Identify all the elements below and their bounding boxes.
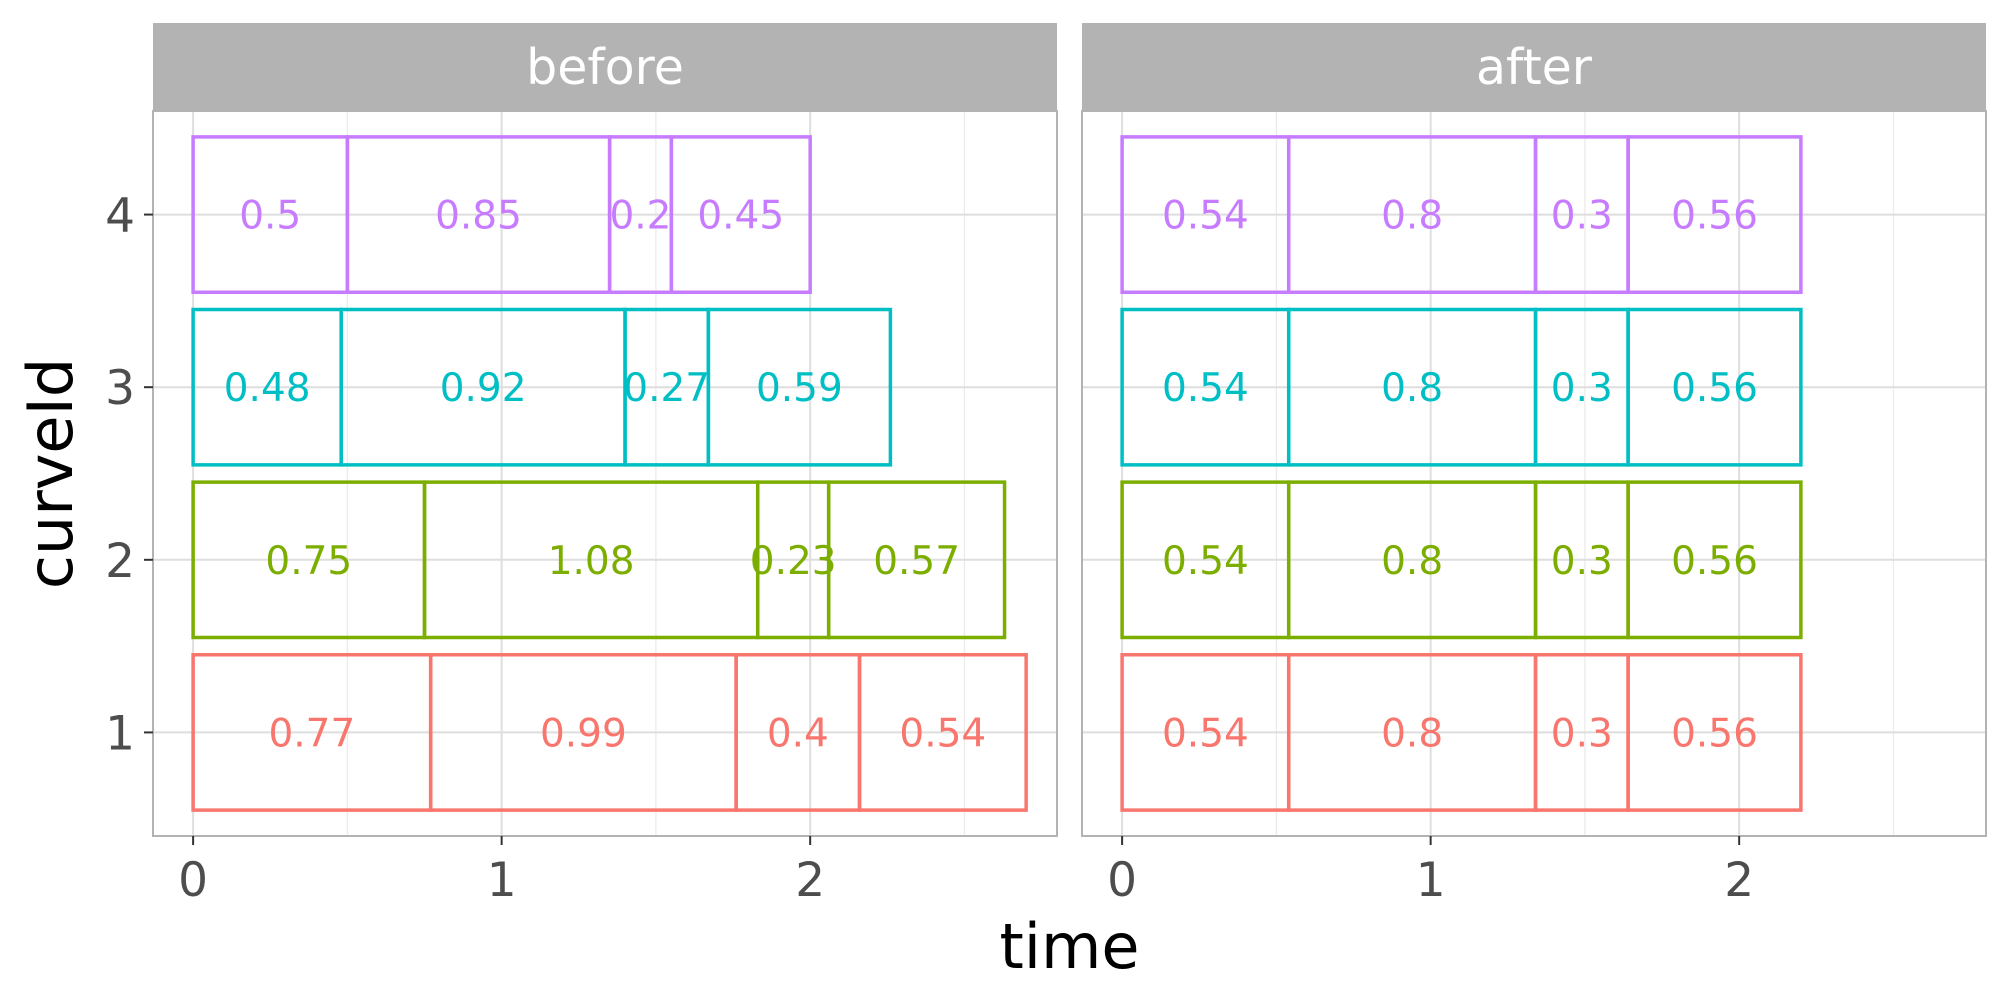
panel-background <box>153 111 1057 836</box>
data-label: 0.3 <box>1551 366 1613 411</box>
x-tick-label: 0 <box>178 853 208 908</box>
data-label: 0.85 <box>435 194 522 239</box>
bar-segment <box>706 307 893 467</box>
data-label: 0.56 <box>1671 711 1758 756</box>
facet-strip-label: before <box>526 39 684 96</box>
data-label: 0.8 <box>1381 539 1443 584</box>
bar-segment <box>826 480 1007 640</box>
data-label: 0.2 <box>609 194 671 239</box>
bar-segment <box>1626 653 1803 812</box>
facet-strip <box>1082 23 1986 111</box>
facet-before: before 0.77 0.99 0.4 0.54 0.75 1.08 0.23 0.57 0.4… <box>152 23 1058 908</box>
data-label: 0.54 <box>899 711 986 756</box>
data-label: 0.45 <box>697 194 784 239</box>
data-label: 0.8 <box>1381 194 1443 239</box>
y-tick-label: 3 <box>105 361 135 416</box>
data-label: 0.3 <box>1551 711 1613 756</box>
data-label: 1.08 <box>548 539 635 584</box>
facet-strip <box>153 23 1057 111</box>
x-tick-label: 0 <box>1107 853 1137 908</box>
bar-segment <box>1626 307 1803 467</box>
data-label: 0.54 <box>1162 539 1249 584</box>
data-label: 0.57 <box>873 539 960 584</box>
data-label: 0.48 <box>224 366 311 411</box>
data-label: 0.4 <box>767 711 829 756</box>
data-label: 0.59 <box>756 366 843 411</box>
panel-border <box>152 110 1058 837</box>
data-label: 0.75 <box>265 539 352 584</box>
bar-segment <box>1626 135 1803 294</box>
x-axis-title: time <box>999 910 1139 983</box>
data-label: 0.3 <box>1551 194 1613 239</box>
data-label: 0.99 <box>540 711 627 756</box>
data-label: 0.92 <box>440 366 527 411</box>
y-tick-label: 4 <box>105 189 135 244</box>
data-label: 0.56 <box>1671 194 1758 239</box>
y-axis: 1 2 3 4 <box>105 189 153 761</box>
data-label: 0.56 <box>1671 366 1758 411</box>
panel-border <box>1081 110 1987 837</box>
data-label: 0.54 <box>1162 194 1249 239</box>
data-label: 0.77 <box>268 711 355 756</box>
data-label: 0.23 <box>750 539 837 584</box>
data-label: 0.3 <box>1551 539 1613 584</box>
facet-after: after 0.54 0.8 0.3 0.56 0.54 0.8 0.3 0.56 0.54 0.8… <box>1081 23 1987 908</box>
x-tick-label: 1 <box>487 853 517 908</box>
data-label: 0.8 <box>1381 366 1443 411</box>
data-label: 0.8 <box>1381 711 1443 756</box>
x-tick-label: 2 <box>795 853 825 908</box>
data-label: 0.5 <box>239 194 301 239</box>
y-tick-label: 2 <box>105 534 135 589</box>
facet-strip-label: after <box>1476 39 1593 96</box>
bar-segment <box>857 653 1028 812</box>
bar-segment <box>669 135 812 294</box>
data-label: 0.56 <box>1671 539 1758 584</box>
x-tick-label: 1 <box>1416 853 1446 908</box>
data-label: 0.54 <box>1162 366 1249 411</box>
data-label: 0.27 <box>623 366 710 411</box>
y-tick-label: 1 <box>105 706 135 761</box>
x-tick-label: 2 <box>1724 853 1754 908</box>
y-axis-title: curveId <box>14 358 87 589</box>
bar-segment <box>1626 480 1803 640</box>
facet-panels: before 0.77 0.99 0.4 0.54 0.75 1.08 0.23 0.57 0.4… <box>152 23 1987 908</box>
data-label: 0.54 <box>1162 711 1249 756</box>
